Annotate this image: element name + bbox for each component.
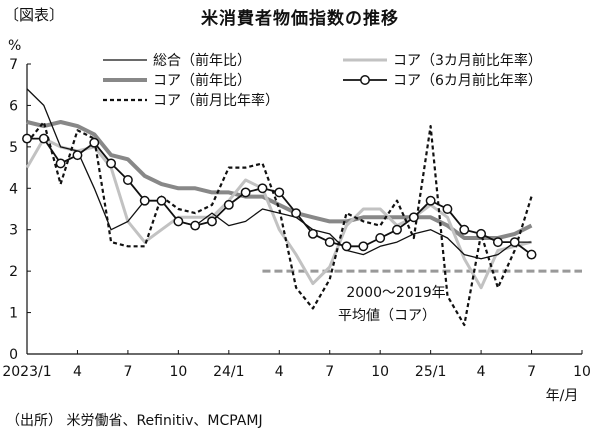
x-tick-label: 10 <box>573 364 591 380</box>
data-point <box>324 237 335 248</box>
data-point <box>122 175 133 185</box>
x-tick-label: 4 <box>73 364 82 380</box>
data-point <box>274 187 285 198</box>
x-tick-label: 2023/1 <box>2 364 51 380</box>
data-point <box>375 233 386 243</box>
data-point <box>358 241 369 252</box>
x-axis-unit: 年/月 <box>546 388 579 404</box>
data-point <box>190 220 201 231</box>
data-point <box>459 224 470 235</box>
x-tick-label: 7 <box>123 364 132 380</box>
reference-label-1: 2000～2019年 <box>346 285 445 301</box>
data-point <box>106 158 117 169</box>
source-note: （出所） 米労働省、Refinitiv、MCPAMJ <box>6 413 263 429</box>
reference-label-2: 平均値（コア） <box>338 308 436 324</box>
data-point <box>526 249 537 260</box>
data-point <box>425 195 436 206</box>
figure-tag: 〔図表〕 <box>4 6 65 24</box>
page-title: 米消費者物価指数の推移 <box>201 9 399 29</box>
data-point <box>72 150 83 161</box>
data-point <box>55 158 66 169</box>
data-point <box>492 237 503 248</box>
data-point <box>38 133 49 144</box>
y-tick-label: 4 <box>9 181 18 197</box>
data-point <box>240 187 251 198</box>
legend-label-0: 総合（前年比） <box>153 52 251 69</box>
legend-label-1: コア（前年比） <box>153 72 251 89</box>
x-tick-label: 4 <box>477 364 486 380</box>
series-line-0 <box>26 88 532 260</box>
y-tick-label: 7 <box>9 57 18 73</box>
data-point <box>156 195 167 206</box>
x-tick-label: 10 <box>169 364 187 380</box>
x-tick-label: 7 <box>527 364 536 380</box>
data-point <box>173 216 184 227</box>
legend-marker <box>360 75 370 85</box>
data-point <box>341 241 352 252</box>
data-point <box>408 212 419 223</box>
data-point <box>207 216 217 227</box>
data-point <box>509 237 520 248</box>
y-tick-label: 0 <box>9 347 18 363</box>
data-point <box>442 204 453 214</box>
y-tick-label: 3 <box>9 223 18 239</box>
data-point <box>139 195 150 206</box>
x-tick-label: 4 <box>275 364 284 380</box>
data-point <box>476 228 487 239</box>
x-tick-label: 10 <box>371 364 389 380</box>
data-point <box>307 228 318 239</box>
data-point <box>392 224 402 235</box>
y-tick-label: 5 <box>9 140 18 156</box>
y-tick-label: 1 <box>9 306 18 322</box>
data-point <box>223 199 234 210</box>
series-line-1 <box>26 120 533 240</box>
data-point <box>291 208 302 219</box>
data-point <box>22 133 32 144</box>
data-point <box>257 183 268 194</box>
chart-axes: 0 1 2 3 4 5 6 7% 2023/1 4 7 10 24/1 4 7 10 25/1 4 7 10 年/月 <box>2 38 591 404</box>
y-tick-label: 6 <box>9 98 18 114</box>
y-tick-label: 2 <box>9 264 18 280</box>
legend: 総合（前年比） コア（前年比） コア（前月比年率） コア（3カ月前比年率） コア（6カ月… <box>103 52 542 109</box>
x-tick-label: 25/1 <box>415 364 446 380</box>
series-group <box>22 88 537 327</box>
legend-label-4: コア（6カ月前比年率） <box>393 72 542 89</box>
x-tick-label: 24/1 <box>213 364 244 380</box>
y-axis-unit: % <box>8 38 21 54</box>
data-point <box>89 137 100 148</box>
legend-label-3: コア（3カ月前比年率） <box>393 52 542 69</box>
x-tick-label: 7 <box>325 364 334 380</box>
legend-label-2: コア（前月比年率） <box>153 92 279 109</box>
